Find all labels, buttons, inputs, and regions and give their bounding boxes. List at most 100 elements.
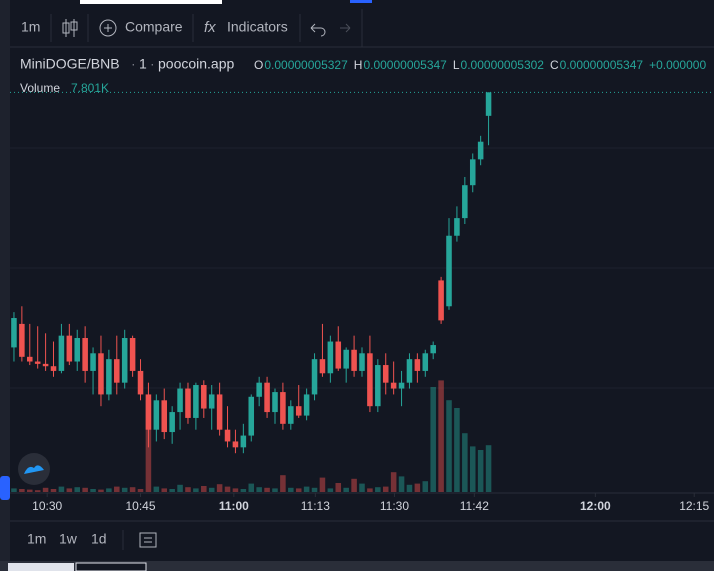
left-strip <box>0 0 10 571</box>
candle-body <box>375 365 381 407</box>
candle-body <box>256 382 262 397</box>
volume-bar <box>280 475 286 492</box>
ohlc-key: L <box>453 58 460 72</box>
candle-body <box>193 385 199 418</box>
candle-body <box>145 394 152 430</box>
volume-bar <box>462 433 468 492</box>
volume-bar <box>248 483 255 492</box>
candle-body <box>224 429 231 442</box>
candle-body <box>121 338 128 383</box>
candle-body <box>58 335 65 371</box>
volume-bar <box>114 486 120 492</box>
volume-bar <box>216 484 223 492</box>
undo-button[interactable] <box>311 27 326 37</box>
ohlc-value: 0.00000005327 <box>264 58 348 72</box>
volume-bar <box>295 488 302 492</box>
range-button[interactable]: 1d <box>91 531 107 547</box>
candle-body <box>74 338 81 362</box>
date-range-button[interactable] <box>139 532 157 548</box>
candle-body <box>114 359 120 383</box>
range-button[interactable]: 1m <box>27 531 46 547</box>
compare-icon[interactable] <box>99 19 117 37</box>
volume-bar <box>201 486 207 492</box>
tab-indicator <box>350 0 372 3</box>
symbol: MiniDOGE/BNB <box>20 56 120 72</box>
candle-body <box>438 280 444 321</box>
volume-bar <box>19 489 25 492</box>
volume-bar <box>343 487 349 492</box>
volume-bar <box>382 486 389 492</box>
volume-bar <box>121 487 128 492</box>
volume-bar <box>42 487 49 492</box>
candle-body <box>129 338 136 371</box>
separator: · <box>150 56 155 72</box>
candle-body <box>359 353 365 371</box>
candle-body <box>232 441 239 448</box>
volume-bar <box>477 450 484 492</box>
candle-body <box>169 412 175 433</box>
candle-body <box>201 385 207 409</box>
x-tick-label: 12:00 <box>580 499 611 513</box>
volume-bar <box>398 476 405 492</box>
volume-bar <box>50 489 57 492</box>
volume-bar <box>367 488 373 492</box>
volume-value: 7.801K <box>71 81 109 95</box>
volume-bar <box>390 472 397 492</box>
candle-type-button[interactable] <box>62 19 78 37</box>
x-tick-label: 11:30 <box>380 499 409 513</box>
volume-bar <box>232 488 239 492</box>
candle-body <box>208 394 215 409</box>
x-tick-label: 10:30 <box>32 499 62 513</box>
redo-button[interactable] <box>340 23 351 33</box>
ohlc-key: H <box>354 58 363 72</box>
candle-body <box>406 359 413 383</box>
candle-body <box>390 382 397 389</box>
candle-body <box>469 159 476 186</box>
volume-bar <box>256 487 262 492</box>
volume-bar <box>454 408 460 492</box>
footer: 1m 1w 1d <box>27 531 107 547</box>
candle-body <box>34 361 41 364</box>
candle-body <box>288 406 294 424</box>
interval-button[interactable]: 1m <box>21 19 40 35</box>
volume-bar <box>327 488 334 492</box>
range-button[interactable]: 1w <box>59 531 78 547</box>
candle-body <box>185 388 191 418</box>
bottom-tab[interactable] <box>75 562 147 571</box>
ohlc-key: O <box>254 58 263 72</box>
ohlc-value: 0.00000005347 <box>363 58 447 72</box>
volume-bar <box>311 487 318 492</box>
volume-bar <box>303 486 310 492</box>
side-toggle[interactable] <box>0 476 10 500</box>
volume-bar <box>74 487 81 492</box>
x-tick-label: 12:15 <box>679 499 709 513</box>
candle-body <box>11 318 17 348</box>
candle-body <box>264 382 270 413</box>
volume-bar <box>208 487 215 492</box>
separator: · <box>131 56 136 72</box>
volume-bar <box>177 484 183 492</box>
x-tick-label: 11:42 <box>460 499 489 513</box>
indicators-icon[interactable]: fx <box>204 19 216 36</box>
indicators-button[interactable]: Indicators <box>227 19 288 35</box>
ohlc-value: 0.00000005347 <box>560 58 644 72</box>
candle-body <box>42 363 49 367</box>
candle-body <box>454 218 460 236</box>
compare-button[interactable]: Compare <box>125 19 183 35</box>
volume-bar <box>11 488 17 492</box>
volume-bar <box>98 489 104 492</box>
candle-body <box>382 365 389 383</box>
volume-bar <box>485 445 492 492</box>
bottom-tab[interactable] <box>8 563 74 571</box>
volume-bar <box>193 488 199 492</box>
plot <box>10 91 714 492</box>
candle-body <box>462 185 468 219</box>
volume-bar <box>406 484 413 492</box>
candle-body <box>343 349 349 369</box>
candle-body <box>248 396 255 436</box>
candle-body <box>398 382 405 389</box>
candle-body <box>177 388 183 413</box>
candle-body <box>311 359 318 395</box>
